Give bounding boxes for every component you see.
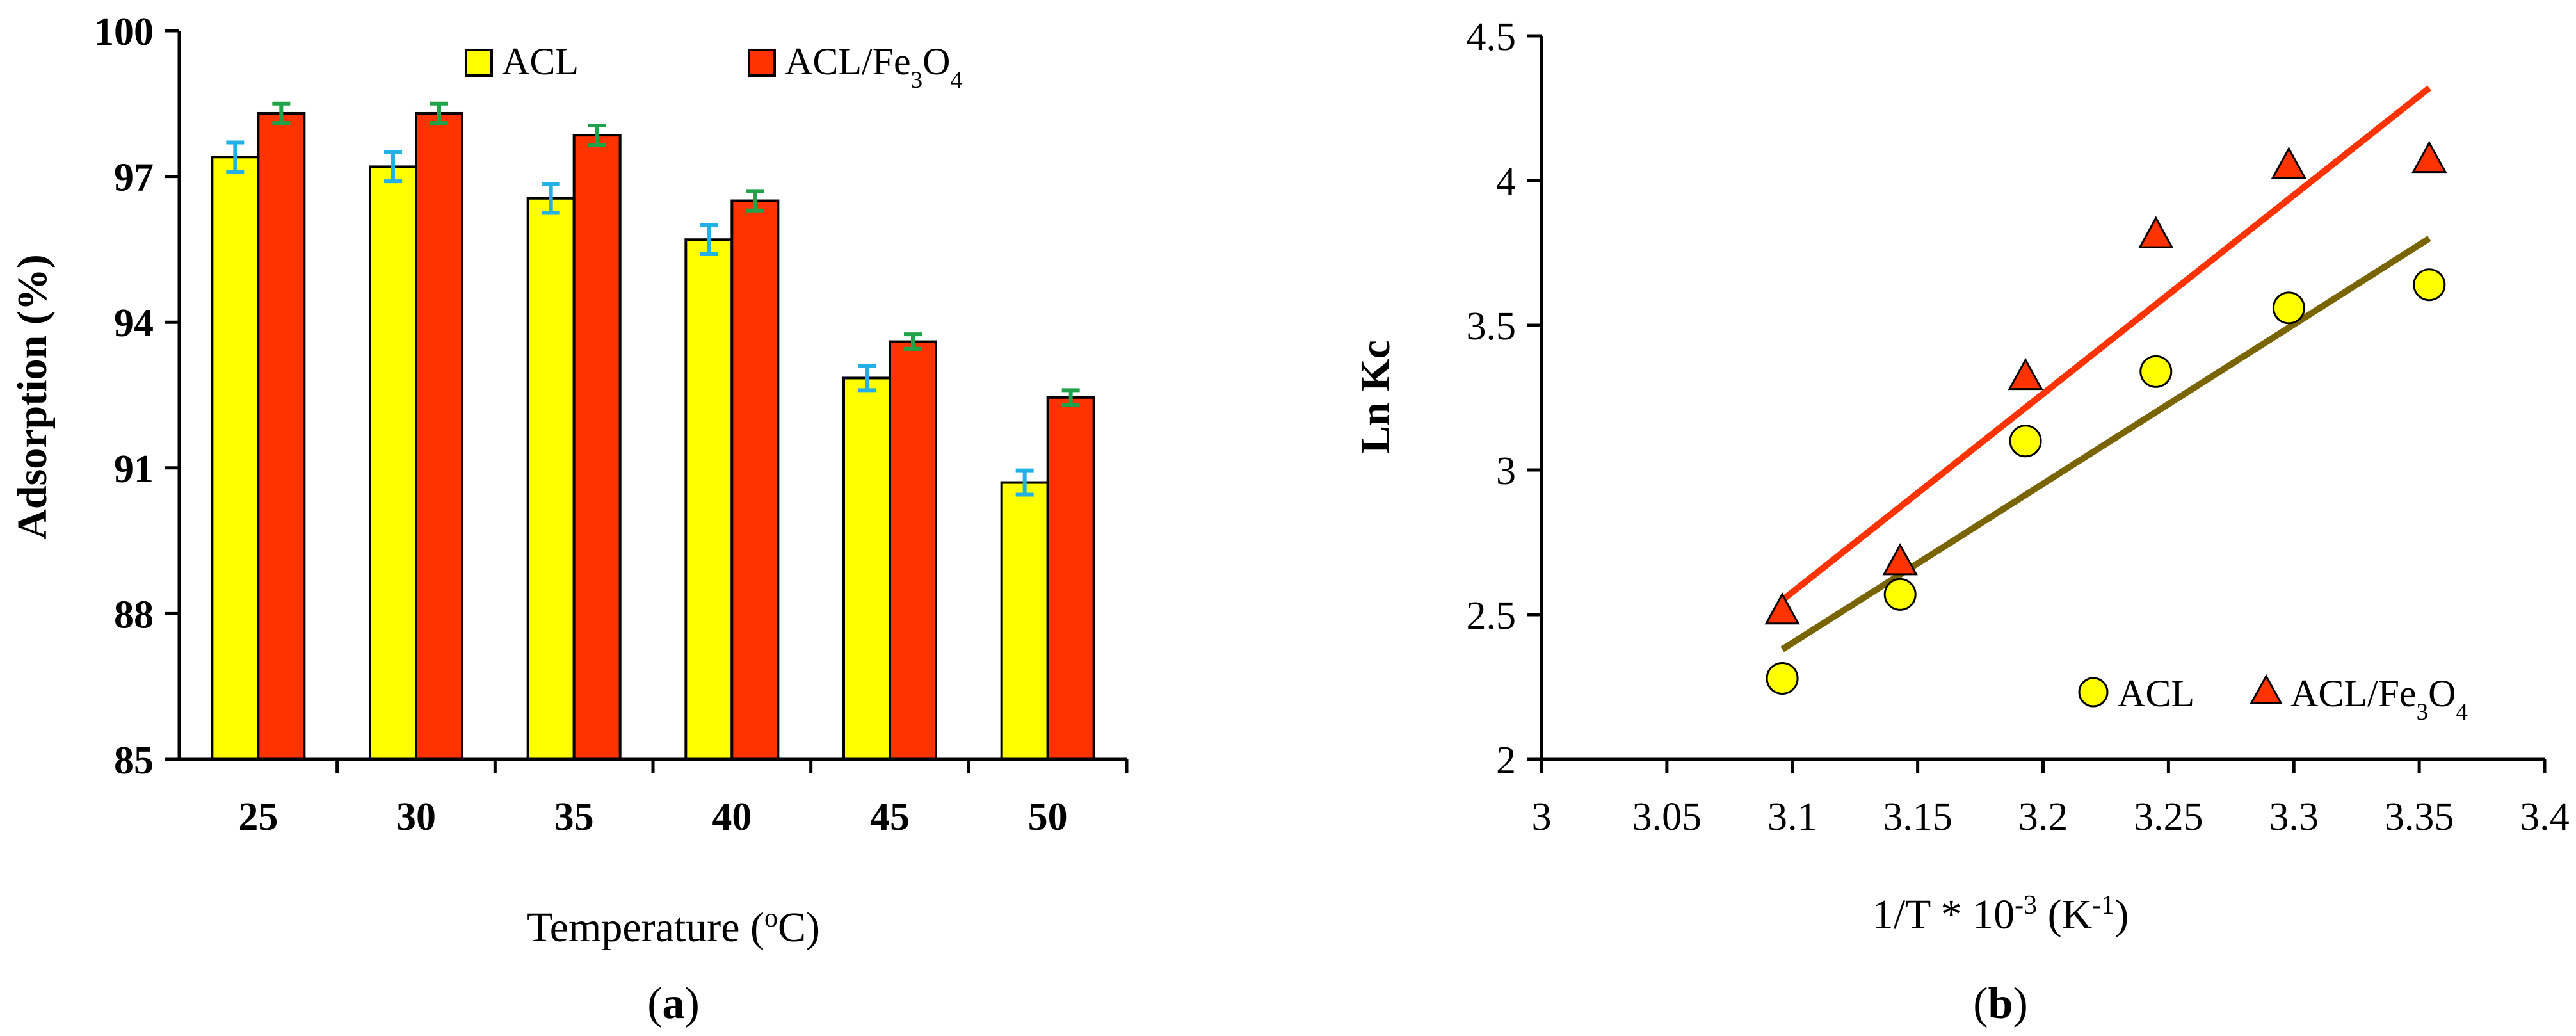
b-x-tick-label: 3.1	[1767, 795, 1817, 839]
a-bar	[415, 111, 463, 761]
b-y-tick-label: 4	[1496, 160, 1516, 204]
a-error-bars	[226, 101, 1080, 497]
b-legend-label: ACL	[2118, 672, 2194, 715]
b-legend-label: ACL/Fe3O4	[2290, 672, 2468, 725]
a-y-axis-label: Adsorption (%)	[9, 254, 56, 540]
a-y-tick-label: 94	[114, 302, 154, 345]
b-data-point	[2138, 216, 2174, 248]
b-data-point	[2272, 291, 2305, 325]
b-y-tick-label: 2.5	[1467, 594, 1517, 638]
b-trendline	[1780, 85, 2431, 603]
a-legend-swatch	[748, 49, 776, 77]
a-panel-label: (a)	[647, 979, 700, 1028]
b-x-tick-label: 3.25	[2134, 795, 2203, 839]
a-bar	[211, 156, 260, 761]
a-x-tick-label: 30	[396, 795, 436, 839]
a-x-tick-label: 35	[554, 795, 594, 839]
a-legend-label: ACL/Fe3O4	[785, 40, 962, 93]
b-panel-label: (b)	[1973, 979, 2028, 1028]
b-points	[1764, 140, 2447, 695]
a-error-bar	[746, 189, 764, 213]
a-error-bar	[1015, 468, 1034, 497]
b-x-tick-label: 3.05	[1632, 795, 1702, 839]
a-bars	[211, 111, 1095, 761]
a-error-bar	[226, 140, 245, 174]
a-error-bar	[904, 332, 922, 351]
a-bar	[1000, 481, 1049, 761]
b-data-point	[1883, 578, 1917, 611]
a-bar	[842, 376, 891, 761]
b-y-tick-label: 3	[1496, 449, 1516, 493]
a-x-tick-label: 25	[238, 795, 278, 839]
a-y-tick-label: 100	[94, 10, 154, 54]
b-x-tick-label: 3.35	[2385, 795, 2454, 839]
b-data-point	[2008, 357, 2043, 391]
a-y-tick-label: 91	[114, 448, 154, 491]
b-x-tick-label: 3.15	[1883, 795, 1952, 839]
b-axes: 2 2.5 3 3.5 4 4.5 3 3.05 3.1 3.15 3.2 3.25 3.3 3.35 3.…	[1467, 15, 2570, 839]
b-x-tick-label: 3.2	[2018, 795, 2068, 839]
panel-a: 85 88 91 94 97 100 25 30 35 40 45 50 ACL ACL/Fe3O4 A…	[9, 10, 1129, 1028]
a-error-bar	[588, 123, 606, 147]
a-error-bar	[384, 150, 402, 184]
b-y-axis-label: Ln Kc	[1352, 340, 1399, 454]
a-x-tick-label: 40	[712, 795, 752, 839]
b-x-tick-label: 3	[1532, 795, 1552, 839]
a-bar	[526, 197, 576, 761]
b-x-tick-label: 3.4	[2520, 795, 2570, 839]
b-data-point	[1764, 592, 1800, 625]
b-data-point	[2271, 146, 2307, 179]
b-legend-marker	[2078, 677, 2109, 708]
a-y-tick-label: 97	[114, 156, 154, 200]
a-x-tick-label: 45	[870, 795, 910, 839]
panel-b: 2 2.5 3 3.5 4 4.5 3 3.05 3.1 3.15 3.2 3.25 3.3 3.35 3.…	[1352, 15, 2570, 1028]
a-axes: 85 88 91 94 97 100 25 30 35 40 45 50	[94, 10, 1129, 839]
b-y-tick-label: 2	[1496, 739, 1516, 782]
b-data-point	[2009, 425, 2042, 458]
a-bar	[730, 199, 780, 761]
b-x-axis-label: 1/T * 10-3 (K-1)	[1872, 891, 2129, 938]
a-bar	[572, 134, 622, 761]
b-data-point	[2411, 140, 2447, 174]
a-error-bar	[1061, 388, 1080, 407]
b-data-point	[2413, 268, 2446, 302]
b-data-point	[1882, 543, 1918, 576]
a-legend: ACL ACL/Fe3O4	[465, 40, 962, 93]
a-y-tick-label: 88	[114, 593, 154, 636]
a-error-bar	[430, 101, 448, 125]
a-bar	[369, 165, 417, 761]
b-trendlines	[1780, 85, 2431, 652]
a-error-bar	[272, 101, 291, 125]
a-error-bar	[858, 364, 876, 393]
b-y-tick-label: 3.5	[1467, 305, 1517, 348]
a-x-tick-label: 50	[1028, 795, 1068, 839]
a-error-bar	[542, 181, 560, 215]
b-legend-marker	[2250, 674, 2283, 704]
a-legend-label: ACL	[502, 40, 579, 83]
a-error-bar	[700, 223, 718, 256]
a-legend-swatch	[465, 49, 493, 77]
b-y-tick-label: 4.5	[1467, 15, 1517, 59]
b-x-tick-label: 3.3	[2269, 795, 2319, 839]
a-bar	[257, 111, 306, 761]
b-data-point	[1766, 661, 1799, 695]
b-data-point	[2139, 355, 2173, 388]
a-y-tick-label: 85	[114, 739, 154, 782]
b-trendline	[1780, 236, 2431, 652]
a-bar	[1046, 396, 1095, 761]
a-bar	[889, 340, 937, 761]
a-x-axis-label: Temperature (oC)	[527, 903, 820, 951]
a-bar	[684, 238, 734, 761]
b-legend: ACL ACL/Fe3O4	[2078, 672, 2468, 725]
